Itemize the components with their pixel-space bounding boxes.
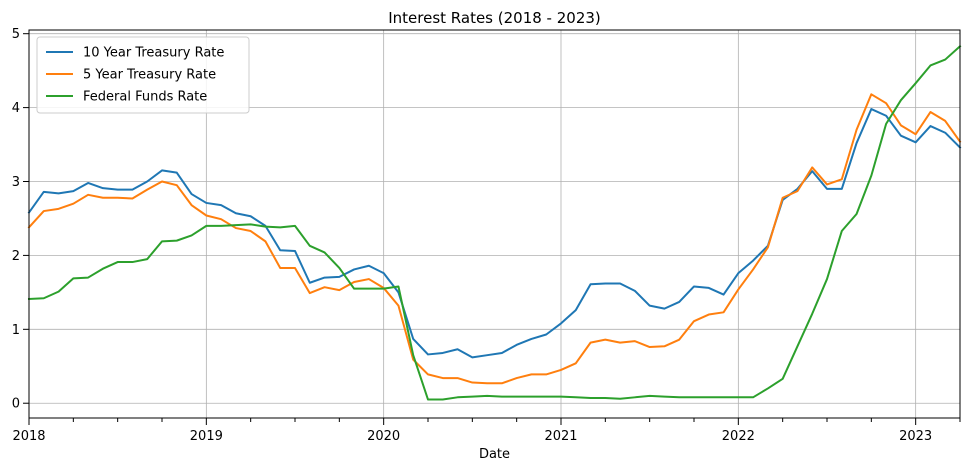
y-tick-label: 2 bbox=[12, 249, 20, 264]
legend-label: 5 Year Treasury Rate bbox=[83, 68, 216, 83]
chart-title: Interest Rates (2018 - 2023) bbox=[388, 9, 601, 27]
legend-box bbox=[36, 36, 250, 114]
x-tick-label: 2023 bbox=[899, 429, 932, 444]
x-axis-label: Date bbox=[479, 447, 510, 462]
y-tick-label: 3 bbox=[12, 175, 20, 190]
x-tick-label: 2022 bbox=[722, 429, 755, 444]
legend: 10 Year Treasury Rate 5 Year Treasury Rat… bbox=[36, 36, 250, 114]
x-tick-label: 2020 bbox=[367, 429, 400, 444]
y-tick-label: 0 bbox=[12, 397, 20, 412]
axis-ticks: 2018 2019 2020 2021 2022 2023 0 1 2 3 4 5 bbox=[12, 27, 961, 444]
x-tick-label: 2021 bbox=[544, 429, 577, 444]
x-tick-label: 2019 bbox=[190, 429, 223, 444]
plot-frame bbox=[28, 29, 961, 419]
y-tick-label: 4 bbox=[12, 101, 20, 116]
y-tick-label: 1 bbox=[12, 323, 20, 338]
series-lines bbox=[27, 44, 962, 401]
x-tick-label: 2018 bbox=[12, 429, 45, 444]
legend-label: 10 Year Treasury Rate bbox=[83, 46, 224, 61]
series-line-1 bbox=[27, 93, 962, 385]
y-tick-label: 5 bbox=[12, 27, 20, 42]
legend-label: Federal Funds Rate bbox=[83, 90, 207, 105]
series-line-2 bbox=[27, 44, 962, 401]
